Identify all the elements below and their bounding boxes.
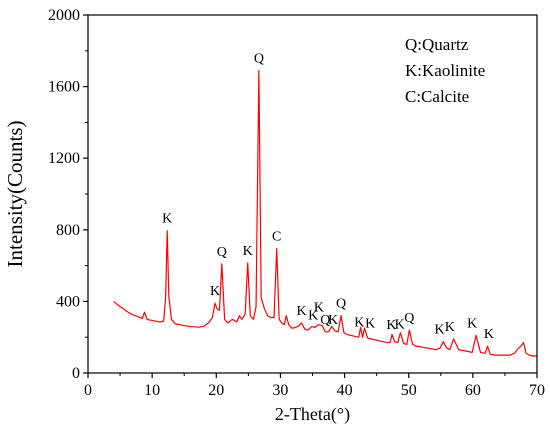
y-tick-label: 800	[56, 222, 80, 239]
peak-label: K	[210, 284, 220, 299]
peak-label: K	[354, 316, 364, 331]
legend-entry: K:Kaolinite	[405, 61, 485, 80]
legend-entry: Q:Quartz	[405, 35, 469, 54]
peak-label: K	[243, 244, 253, 259]
x-tick-label: 0	[84, 382, 92, 399]
peak-label: K	[395, 317, 405, 332]
peak-label: K	[484, 327, 494, 342]
peak-label: Q	[254, 51, 264, 66]
legend-entry: C:Calcite	[405, 87, 469, 106]
xrd-series-line-0	[113, 69, 537, 357]
y-tick-label: 1200	[48, 150, 80, 167]
peak-label: Q	[217, 245, 227, 260]
peak-label: K	[365, 316, 375, 331]
peak-label: K	[308, 308, 318, 323]
peak-label: K	[314, 300, 324, 315]
y-tick-label: 1600	[48, 79, 80, 96]
peak-label: Q	[336, 297, 346, 312]
y-axis-title: Intensity(Counts)	[3, 121, 27, 268]
x-tick-label: 10	[144, 382, 160, 399]
peak-label: Q	[320, 313, 330, 328]
peak-label: K	[386, 318, 396, 333]
x-axis-title: 2-Theta(°)	[275, 404, 350, 425]
peak-label: C	[272, 230, 281, 245]
y-tick-label: 0	[72, 365, 80, 382]
peak-label: Q	[404, 311, 414, 326]
x-tick-label: 40	[337, 382, 353, 399]
x-tick-label: 70	[529, 382, 545, 399]
peak-label: K	[162, 212, 172, 227]
peak-label: K	[434, 323, 444, 338]
y-tick-label: 2000	[48, 7, 80, 24]
peak-label: K	[328, 313, 338, 328]
x-tick-label: 20	[208, 382, 224, 399]
peak-label: K	[467, 316, 477, 331]
peak-label: K	[297, 304, 307, 319]
y-tick-label: 400	[56, 293, 80, 310]
x-tick-label: 50	[401, 382, 417, 399]
x-tick-label: 30	[272, 382, 288, 399]
peak-label: K	[445, 320, 455, 335]
x-tick-label: 60	[465, 382, 481, 399]
